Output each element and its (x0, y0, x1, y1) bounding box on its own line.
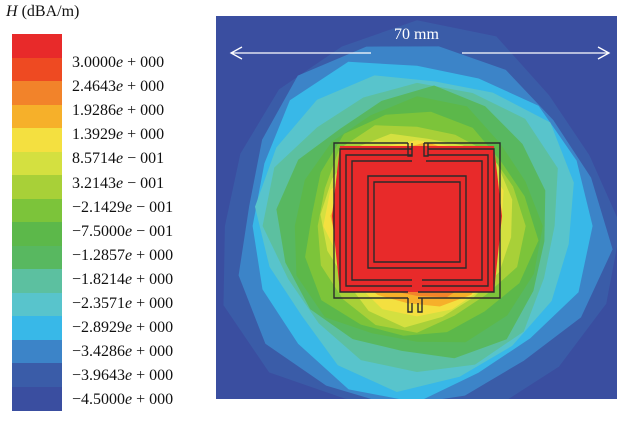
coil-trace-2 (339, 148, 495, 293)
colorbar-swatch (12, 34, 62, 59)
colorbar-tick-label: 8.5714e − 001 (72, 150, 165, 168)
colorbar-tick-label: 1.3929e + 000 (72, 126, 165, 144)
colorbar-swatch (12, 57, 62, 82)
colorbar-swatch (12, 269, 62, 294)
coil-trace-3 (345, 154, 489, 287)
colorbar-swatch (12, 292, 62, 317)
colorbar-tick-label: −3.4286e + 000 (72, 343, 174, 361)
colorbar-tick-label: −2.8929e + 000 (72, 319, 174, 337)
scale-arrow-head-left (229, 46, 243, 60)
colorbar-swatch (12, 316, 62, 341)
colorbar-tick-label: 3.0000e + 000 (72, 54, 165, 71)
coil-outer-trace (333, 142, 501, 299)
coil-feed-bottom (407, 298, 423, 313)
colorbar-title-unit: (dBA/m) (17, 3, 80, 20)
colorbar-tick-label: 2.4643e + 000 (72, 78, 165, 96)
scale-arrow-head-right (597, 46, 611, 60)
colorbar-tick-label: −2.1429e − 001 (72, 198, 174, 216)
colorbar (12, 34, 62, 411)
colorbar-swatch (12, 245, 62, 270)
colorbar-swatch (12, 151, 62, 176)
coil-antenna (333, 142, 501, 313)
field-core-max (332, 146, 502, 292)
field-contours (223, 20, 617, 399)
colorbar-swatch (12, 339, 62, 364)
colorbar-tick-label: −1.8214e + 000 (72, 270, 174, 288)
colorbar-title-variable: H (6, 3, 18, 20)
colorbar-swatch (12, 363, 62, 388)
colorbar-tick-label: −7.5000e − 001 (72, 222, 174, 240)
coil-inner-trace-2 (373, 181, 461, 263)
coil-inner-trace (367, 175, 467, 269)
colorbar-tick-labels: 3.0000e + 000 2.4643e + 000 1.9286e + 000 1… (72, 0, 222, 423)
colorbar-swatch (12, 175, 62, 200)
colorbar-tick-label: 1.9286e + 000 (72, 102, 165, 120)
colorbar-swatch (12, 104, 62, 129)
coil-trace-4 (351, 160, 483, 281)
colorbar-swatch (12, 198, 62, 223)
scale-arrow (229, 46, 611, 60)
coil-feed-top (407, 143, 429, 157)
colorbar-tick-label: −4.5000e + 000 (72, 391, 174, 409)
colorbar-tick-label: −2.3571e + 000 (72, 295, 174, 312)
field-map (216, 16, 617, 399)
colorbar-title: H (dBA/m) (6, 3, 79, 21)
colorbar-swatch (12, 81, 62, 106)
colorbar-tick-label: −3.9643e + 000 (72, 367, 174, 385)
colorbar-tick-label: −1.2857e + 000 (72, 246, 174, 264)
colorbar-swatch (12, 222, 62, 247)
colorbar-swatch (12, 128, 62, 153)
colorbar-swatch (12, 386, 62, 411)
colorbar-tick-label: 3.2143e − 001 (72, 174, 165, 192)
